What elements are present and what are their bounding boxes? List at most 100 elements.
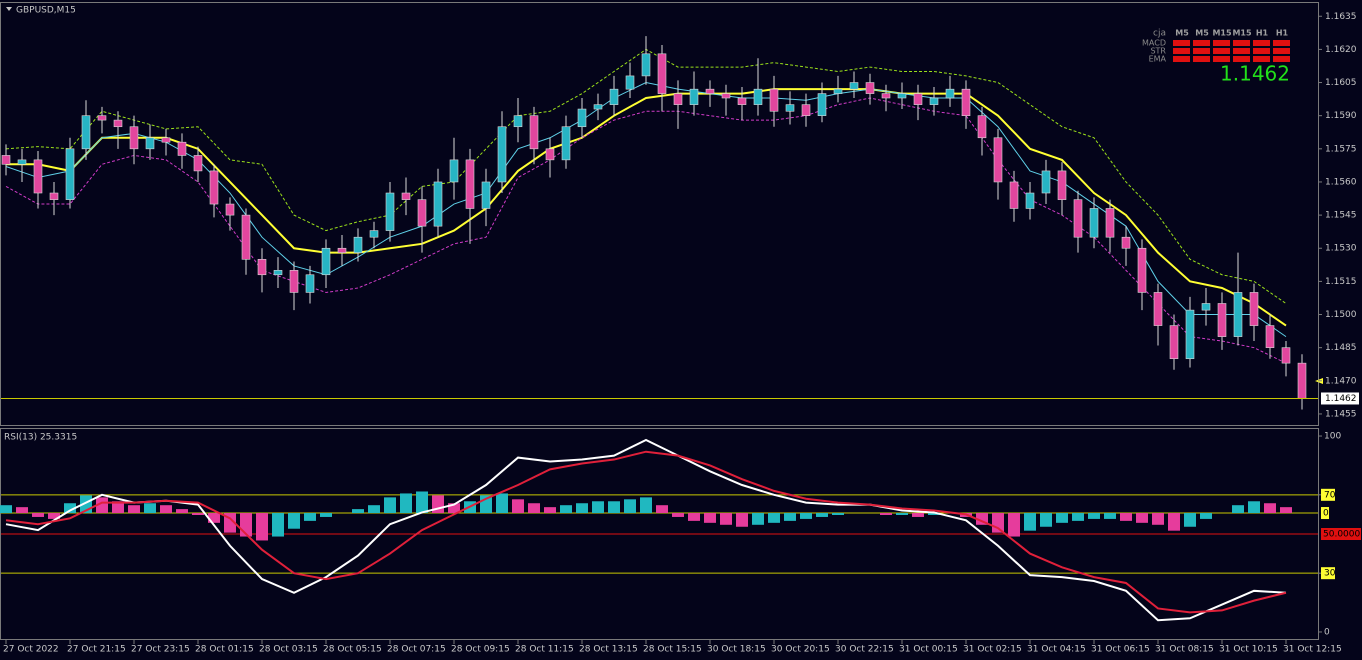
candle-body bbox=[1057, 170, 1067, 200]
x-tick-label: 30 Oct 18:15 bbox=[707, 645, 766, 655]
histogram-bar bbox=[832, 513, 844, 515]
candle-body bbox=[593, 104, 603, 110]
candle-body bbox=[657, 53, 667, 94]
symbol-title: GBPUSD,M15 bbox=[16, 6, 76, 16]
histogram-bar bbox=[1232, 505, 1244, 514]
histogram-bar bbox=[1168, 513, 1180, 531]
histogram-bar bbox=[1024, 513, 1036, 531]
signal-row-label: STR bbox=[1150, 47, 1166, 56]
histogram-bar bbox=[736, 513, 748, 527]
signal-box bbox=[1213, 56, 1230, 62]
y-tick-label: 1.1575 bbox=[1325, 144, 1357, 154]
panel-label: cja bbox=[1153, 29, 1166, 39]
x-tick-label: 28 Oct 15:15 bbox=[643, 645, 702, 655]
histogram-bar bbox=[512, 499, 524, 514]
candle-body bbox=[673, 93, 683, 105]
x-tick-label: 31 Oct 00:15 bbox=[899, 645, 958, 655]
candle-body bbox=[769, 88, 779, 112]
histogram-bar bbox=[496, 493, 508, 514]
x-tick-label: 27 Oct 23:15 bbox=[131, 645, 190, 655]
candle-body bbox=[705, 88, 715, 94]
histogram-bar bbox=[816, 513, 828, 517]
histogram-bar bbox=[1184, 513, 1196, 527]
x-tick-label: 31 Oct 08:15 bbox=[1155, 645, 1214, 655]
histogram-bar bbox=[880, 513, 892, 515]
y-tick-label: 1.1470 bbox=[1325, 376, 1357, 386]
y-tick-label: 1.1545 bbox=[1325, 211, 1357, 221]
timeframe: M15 bbox=[1232, 29, 1252, 38]
histogram-bar bbox=[1200, 513, 1212, 519]
y-tick-label: 1.1515 bbox=[1325, 277, 1357, 287]
candle-body bbox=[577, 108, 587, 128]
signal-box bbox=[1233, 40, 1250, 46]
candle-body bbox=[1297, 362, 1307, 399]
candle-body bbox=[913, 93, 923, 105]
candle-body bbox=[193, 155, 203, 172]
histogram-bar bbox=[560, 505, 572, 514]
y-tick-label: 0 bbox=[1324, 627, 1330, 637]
candle-body bbox=[401, 192, 411, 200]
candle-body bbox=[1233, 292, 1243, 337]
histogram-bar bbox=[144, 503, 156, 514]
candle-body bbox=[737, 97, 747, 105]
symbol-menu-arrow[interactable] bbox=[6, 7, 12, 11]
candle-body bbox=[1105, 208, 1115, 238]
candle-body bbox=[529, 115, 539, 150]
histogram-bar bbox=[1072, 513, 1084, 521]
candle-body bbox=[545, 148, 555, 161]
candle-body bbox=[625, 75, 635, 90]
histogram-bar bbox=[1008, 513, 1020, 537]
candle-body bbox=[1249, 292, 1259, 326]
candle-body bbox=[689, 88, 699, 105]
candle-body bbox=[1265, 325, 1275, 348]
y-tick-label: 1.1590 bbox=[1325, 111, 1357, 121]
price-panel-frame bbox=[0, 2, 1319, 426]
signal-box bbox=[1233, 56, 1250, 62]
histogram-bar bbox=[304, 513, 316, 521]
histogram-bar bbox=[784, 513, 796, 521]
histogram-bar bbox=[176, 509, 188, 514]
histogram-bar bbox=[448, 503, 460, 514]
signal-box bbox=[1213, 48, 1230, 54]
candle-body bbox=[129, 126, 139, 150]
candle-body bbox=[161, 137, 171, 143]
candle-body bbox=[1121, 236, 1131, 249]
tick-label-box bbox=[1321, 528, 1361, 540]
histogram-bar bbox=[544, 507, 556, 514]
x-tick-label: 31 Oct 04:15 bbox=[1027, 645, 1086, 655]
candle-body bbox=[1089, 208, 1099, 238]
candle-body bbox=[1281, 347, 1291, 364]
signal-box bbox=[1273, 56, 1290, 62]
candle-body bbox=[961, 88, 971, 116]
histogram-bar bbox=[48, 513, 60, 519]
candle-body bbox=[833, 88, 843, 94]
histogram-bar bbox=[1248, 501, 1260, 514]
timeframe: M15 bbox=[1212, 29, 1232, 38]
histogram-bar bbox=[416, 491, 428, 514]
signal-box bbox=[1193, 40, 1210, 46]
histogram-bar bbox=[1120, 513, 1132, 521]
x-tick-label: 28 Oct 07:15 bbox=[387, 645, 446, 655]
y-tick-label: 1.1560 bbox=[1325, 177, 1357, 187]
candle-body bbox=[1217, 303, 1227, 337]
tick-label-box bbox=[1321, 507, 1329, 520]
histogram-bar bbox=[112, 501, 124, 514]
candle-body bbox=[513, 115, 523, 128]
signal-box bbox=[1193, 56, 1210, 62]
y-tick-label: 1.1605 bbox=[1325, 78, 1357, 88]
candle-body bbox=[209, 170, 219, 205]
signal-box bbox=[1273, 40, 1290, 46]
signal-box bbox=[1253, 48, 1270, 54]
candle-body bbox=[993, 137, 1003, 183]
candle-body bbox=[305, 274, 315, 293]
histogram-bar bbox=[720, 513, 732, 525]
candle-body bbox=[481, 181, 491, 209]
price-display: 1.1462 bbox=[1220, 62, 1290, 86]
histogram-bar bbox=[1040, 513, 1052, 527]
candle-body bbox=[49, 192, 59, 200]
histogram-bar bbox=[288, 513, 300, 529]
histogram-bar bbox=[400, 493, 412, 514]
x-tick-label: 28 Oct 03:15 bbox=[259, 645, 318, 655]
candle-body bbox=[465, 159, 475, 209]
signal-box bbox=[1173, 40, 1190, 46]
